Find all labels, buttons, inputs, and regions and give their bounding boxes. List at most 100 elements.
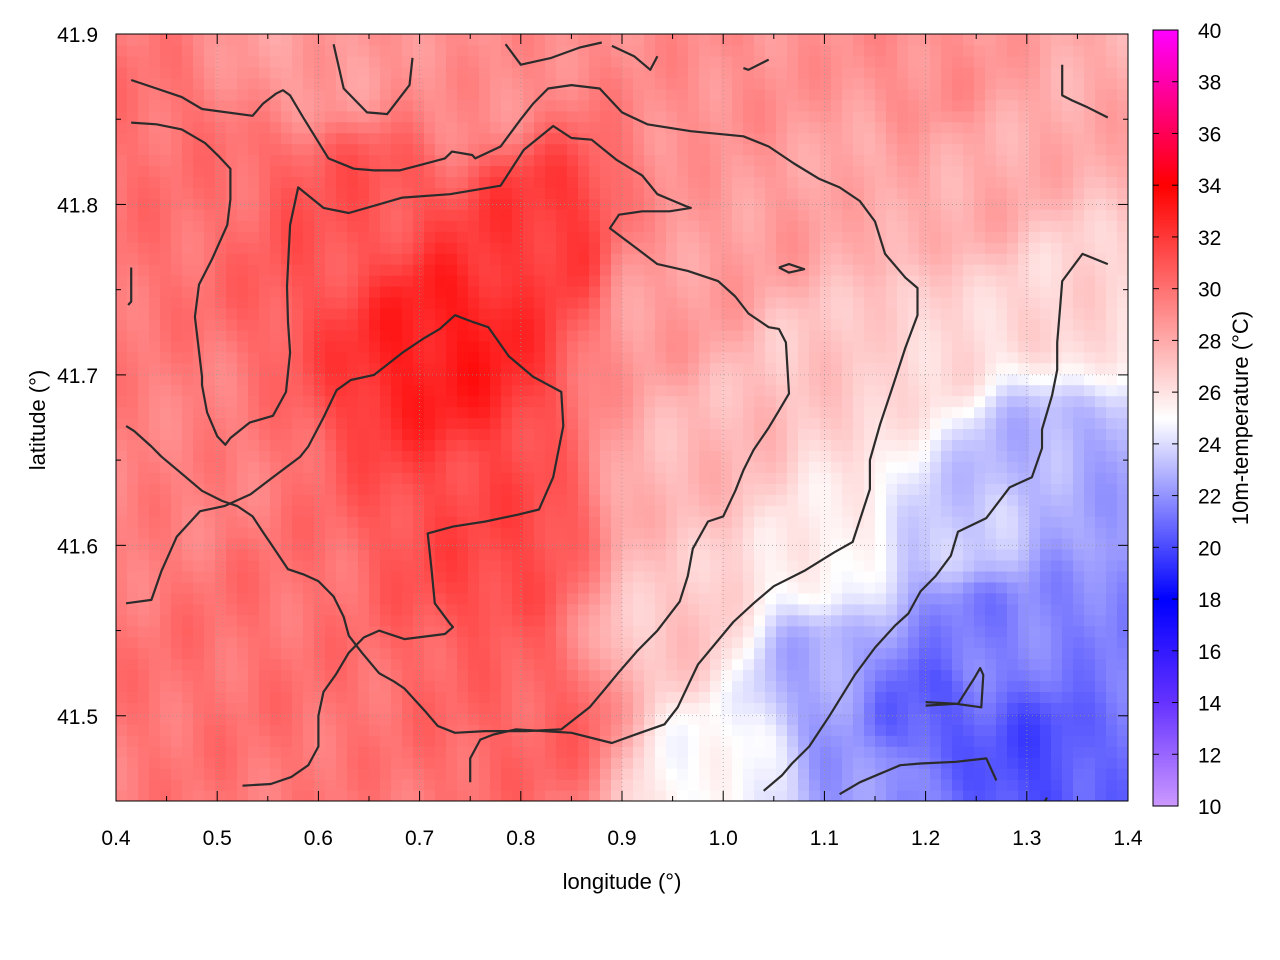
heatmap-cell xyxy=(292,132,304,145)
heatmap-cell xyxy=(809,329,821,342)
heatmap-cell xyxy=(831,735,843,747)
heatmap-cell xyxy=(402,417,414,430)
heatmap-cell xyxy=(259,77,271,90)
heatmap-cell xyxy=(215,450,227,462)
heatmap-cell xyxy=(864,286,876,298)
heatmap-cell xyxy=(578,658,590,671)
heatmap-cell xyxy=(204,121,216,134)
heatmap-cell xyxy=(633,461,645,473)
heatmap-cell xyxy=(347,516,359,528)
heatmap-cell xyxy=(556,614,568,627)
heatmap-cell xyxy=(358,516,370,528)
heatmap-cell xyxy=(281,77,293,90)
heatmap-cell xyxy=(721,307,733,320)
heatmap-cell xyxy=(259,570,271,583)
heatmap-cell xyxy=(776,735,788,747)
heatmap-cell xyxy=(259,395,271,408)
heatmap-cell xyxy=(413,77,425,90)
heatmap-cell xyxy=(501,264,513,276)
heatmap-cell xyxy=(798,209,810,221)
heatmap-cell xyxy=(853,494,865,506)
heatmap-cell xyxy=(699,625,711,638)
heatmap-cell xyxy=(842,757,854,769)
heatmap-cell xyxy=(886,494,898,506)
heatmap-cell xyxy=(831,209,843,221)
heatmap-cell xyxy=(204,34,216,46)
heatmap-cell xyxy=(875,88,887,101)
heatmap-cell xyxy=(732,395,744,408)
heatmap-cell xyxy=(292,406,304,419)
heatmap-cell xyxy=(798,286,810,298)
heatmap-cell xyxy=(380,757,392,769)
heatmap-cell xyxy=(864,669,876,682)
heatmap-cell xyxy=(611,548,623,561)
heatmap-cell xyxy=(413,680,425,693)
heatmap-cell xyxy=(787,527,799,539)
heatmap-cell xyxy=(699,34,711,46)
heatmap-cell xyxy=(160,231,172,243)
heatmap-cell xyxy=(446,121,458,134)
heatmap-cell xyxy=(248,691,260,703)
heatmap-cell xyxy=(787,417,799,430)
heatmap-cell xyxy=(248,680,260,693)
heatmap-cell xyxy=(545,757,557,769)
heatmap-cell xyxy=(116,538,128,550)
heatmap-cell xyxy=(666,253,678,265)
heatmap-cell xyxy=(567,286,579,298)
heatmap-cell xyxy=(831,340,843,353)
heatmap-cell xyxy=(303,548,315,561)
heatmap-cell xyxy=(435,680,447,693)
heatmap-cell xyxy=(314,132,326,145)
heatmap-cell xyxy=(633,154,645,167)
heatmap-cell xyxy=(237,417,249,430)
heatmap-cell xyxy=(864,505,876,517)
heatmap-cell xyxy=(490,44,502,57)
heatmap-cell xyxy=(127,318,139,331)
heatmap-cell xyxy=(424,99,436,112)
heatmap-cell xyxy=(842,406,854,419)
heatmap-cell xyxy=(457,143,469,156)
heatmap-cell xyxy=(501,746,513,758)
heatmap-cell xyxy=(193,428,205,441)
heatmap-cell xyxy=(369,559,381,572)
heatmap-cell xyxy=(138,669,150,682)
heatmap-cell xyxy=(435,296,447,309)
heatmap-cell xyxy=(336,55,348,68)
heatmap-cell xyxy=(116,340,128,353)
heatmap-cell xyxy=(457,625,469,638)
heatmap-cell xyxy=(622,439,634,451)
heatmap-cell xyxy=(314,187,326,199)
heatmap-cell xyxy=(215,625,227,638)
heatmap-cell xyxy=(501,581,513,594)
heatmap-cell xyxy=(358,614,370,627)
heatmap-cell xyxy=(292,121,304,134)
heatmap-cell xyxy=(512,406,524,419)
heatmap-cell xyxy=(644,746,656,758)
heatmap-cell xyxy=(116,680,128,693)
heatmap-cell xyxy=(644,187,656,199)
heatmap-cell xyxy=(622,296,634,309)
heatmap-cell xyxy=(545,625,557,638)
heatmap-cell xyxy=(622,691,634,703)
heatmap-cell xyxy=(633,581,645,594)
heatmap-cell xyxy=(633,121,645,134)
heatmap-cell xyxy=(380,735,392,747)
heatmap-cell xyxy=(589,669,601,682)
heatmap-cell xyxy=(149,307,161,320)
heatmap-cell xyxy=(479,209,491,221)
heatmap-cell xyxy=(127,669,139,682)
heatmap-cell xyxy=(248,614,260,627)
heatmap-cell xyxy=(655,66,667,79)
heatmap-cell xyxy=(435,658,447,671)
heatmap-cell xyxy=(413,187,425,199)
heatmap-cell xyxy=(600,55,612,68)
heatmap-cell xyxy=(886,209,898,221)
heatmap-cell xyxy=(237,329,249,342)
heatmap-cell xyxy=(732,275,744,287)
heatmap-cell xyxy=(776,242,788,254)
heatmap-cell xyxy=(490,351,502,364)
heatmap-cell xyxy=(875,242,887,254)
heatmap-cell xyxy=(314,340,326,353)
heatmap-cell xyxy=(259,88,271,101)
heatmap-cell xyxy=(534,286,546,298)
